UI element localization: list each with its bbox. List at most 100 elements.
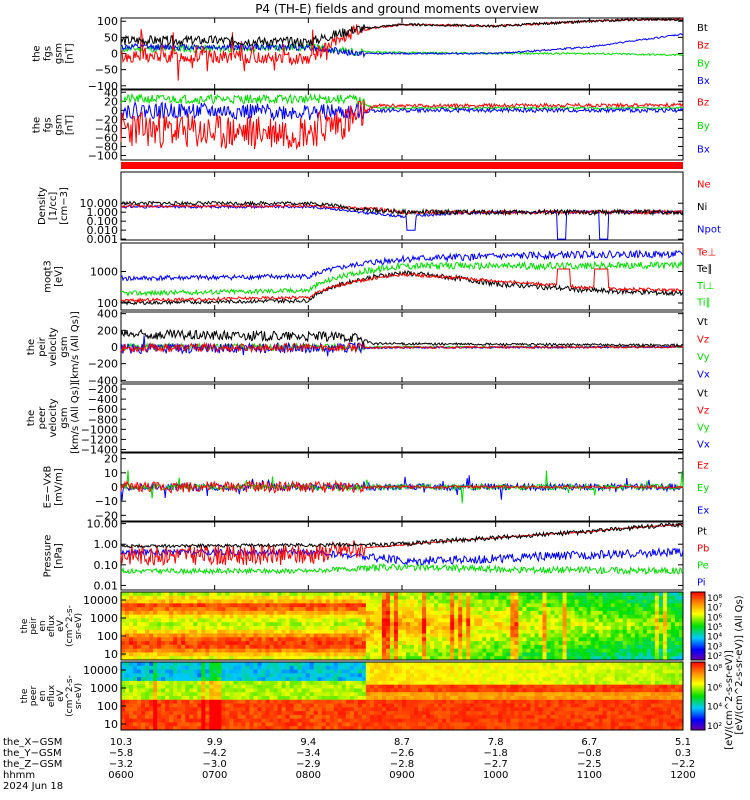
spectrogram-cell — [293, 707, 299, 712]
spectrogram-cell — [578, 607, 584, 612]
spectrogram-cell — [289, 641, 295, 646]
spectrogram-cell — [602, 610, 608, 616]
spectrogram-cell — [201, 680, 206, 686]
spectrogram-cell — [442, 648, 447, 653]
spectrogram-cell — [498, 684, 503, 689]
spectrogram-cell — [414, 637, 419, 642]
spectrogram-cell — [237, 592, 242, 597]
y-axis-label: Density [1/cc] [cm−3] — [37, 187, 70, 225]
spectrogram-cell — [486, 714, 491, 720]
spectrogram-cell — [502, 684, 507, 689]
spectrogram-cell — [141, 599, 146, 604]
spectrogram-cell — [518, 726, 523, 731]
spectrogram-cell — [237, 622, 242, 627]
spectrogram-cell — [309, 726, 315, 731]
spectrogram-cell — [502, 648, 507, 653]
spectrogram-cell — [341, 688, 347, 693]
y-label-line: (cm^2-s- — [65, 605, 75, 647]
spectrogram-cell — [325, 595, 331, 600]
spectrogram-cell — [385, 673, 391, 678]
y-tick-label: 0 — [111, 481, 118, 494]
spectrogram-cell — [225, 726, 230, 731]
spectrogram-cell — [261, 703, 266, 708]
y-label-line: the — [26, 339, 37, 355]
spectrogram-cell — [369, 680, 375, 686]
spectrogram-cell — [341, 610, 347, 616]
spectrogram-cell — [666, 618, 672, 623]
spectrogram-cell — [273, 714, 278, 720]
spectrogram-cell — [502, 644, 507, 650]
spectrogram-cell — [393, 669, 399, 674]
spectrogram-cell — [305, 707, 311, 712]
spectrogram-cell — [333, 722, 339, 727]
spectrogram-cell — [253, 652, 258, 657]
spectrogram-cell — [165, 726, 170, 731]
spectrogram-cell — [381, 618, 387, 623]
spectrogram-cell — [369, 665, 375, 670]
spectrogram-cell — [197, 688, 202, 693]
spectrogram-cell — [169, 641, 174, 646]
spectrogram-cell — [293, 718, 299, 723]
spectrogram-cell — [470, 629, 475, 634]
spectrogram-cell — [313, 656, 319, 661]
spectrogram-cell — [490, 629, 495, 634]
spectrogram-cell — [582, 718, 588, 723]
spectrogram-cell — [249, 688, 254, 693]
spectrogram-cell — [482, 677, 487, 682]
spectrogram-cell — [265, 703, 270, 708]
y-tick-label: −400 — [88, 374, 118, 387]
spectrogram-cell — [153, 696, 158, 701]
spectrogram-cell — [578, 644, 584, 650]
spectrogram-cell — [169, 629, 174, 634]
spectrogram-cell — [446, 714, 451, 720]
spectrogram-cell — [438, 665, 443, 670]
spectrogram-cell — [225, 610, 230, 616]
spectrogram-cell — [482, 592, 487, 597]
spectrogram-cell — [185, 656, 190, 661]
spectrogram-cell — [361, 603, 367, 608]
spectrogram-cell — [149, 722, 154, 727]
spectrogram-cell — [550, 618, 555, 623]
spectrogram-cell — [209, 680, 214, 686]
spectrogram-cell — [261, 599, 266, 604]
spectrogram-cell — [506, 644, 511, 650]
spectrogram-cell — [538, 714, 543, 720]
spectrogram-cell — [570, 607, 576, 612]
spectrogram-cell — [606, 641, 612, 646]
spectrogram-cell — [630, 603, 636, 608]
spectrogram-cell — [630, 656, 636, 661]
spectrogram-cell — [373, 644, 379, 650]
spectrogram-cell — [297, 692, 303, 697]
spectrogram-cell — [578, 677, 584, 682]
spectrogram-cell — [177, 618, 182, 623]
spectrogram-cell — [594, 614, 600, 619]
spectrogram-cell — [213, 603, 218, 608]
spectrogram-cell — [277, 707, 282, 712]
spectrogram-cell — [365, 626, 371, 631]
spectrogram-cell — [638, 592, 644, 597]
legend-label: Bz — [697, 41, 709, 52]
spectrogram-cell — [586, 677, 592, 682]
spectrogram-cell — [177, 662, 182, 667]
spectrogram-cell — [213, 662, 218, 667]
spectrogram-cell — [506, 595, 511, 600]
spectrogram-cell — [209, 644, 214, 650]
spectrogram-cell — [353, 626, 359, 631]
spectrogram-cell — [646, 603, 652, 608]
spectrogram-cell — [654, 618, 660, 623]
spectrogram-cell — [305, 656, 311, 661]
spectrogram-cell — [546, 707, 551, 712]
spectrogram-cell — [181, 662, 186, 667]
spectrogram-cell — [422, 722, 427, 727]
spectrogram-cell — [365, 711, 371, 716]
spectrogram-cell — [397, 629, 403, 634]
spectrogram-cell — [630, 614, 636, 619]
spectrogram-cell — [502, 673, 507, 678]
spectrogram-cell — [550, 656, 555, 661]
spectrogram-cell — [414, 707, 419, 712]
spectrogram-cell — [317, 595, 323, 600]
spectrogram-cell — [534, 652, 539, 657]
spectrogram-cell — [193, 711, 198, 716]
spectrogram-cell — [281, 703, 286, 708]
spectrogram-cell — [498, 652, 503, 657]
